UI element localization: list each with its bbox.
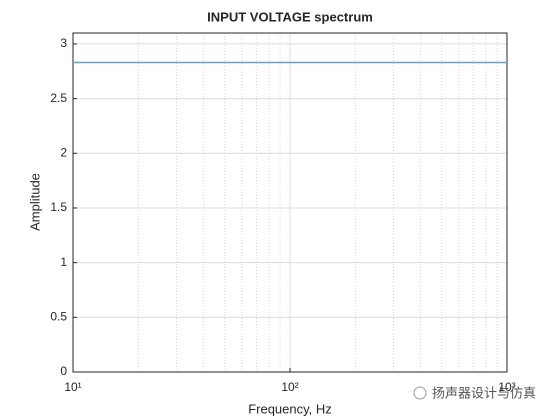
y-tick-label: 0.5 — [50, 309, 67, 323]
watermark-icon — [413, 386, 427, 400]
y-tick-label: 1.5 — [50, 200, 67, 214]
axes-box — [72, 32, 508, 373]
x-tick-label: 10³ — [498, 380, 515, 394]
x-tick-label: 10² — [281, 380, 298, 394]
y-axis-label: Amplitude — [27, 173, 42, 231]
watermark: 扬声器设计与仿真 — [432, 385, 536, 400]
y-tick-label: 2.5 — [50, 91, 67, 105]
chart-title: INPUT VOLTAGE spectrum — [207, 9, 373, 24]
y-tick-label: 3 — [60, 36, 67, 50]
x-tick-label: 10¹ — [64, 380, 81, 394]
x-axis-label: Frequency, Hz — [248, 401, 332, 416]
y-tick-label: 2 — [60, 145, 67, 159]
y-tick-label: 0 — [60, 364, 67, 378]
y-tick-label: 1 — [60, 255, 67, 269]
